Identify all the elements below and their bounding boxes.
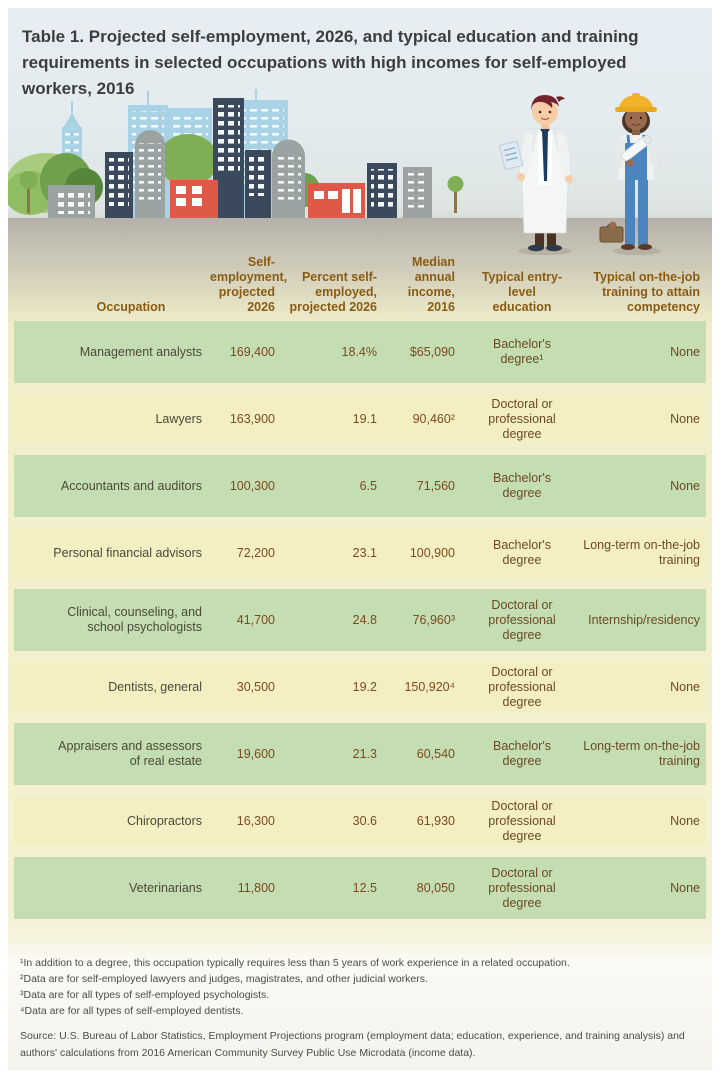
cell-self-employment: 163,900 (229, 411, 275, 426)
table-row: Management analysts 169,400 18.4% $65,09… (14, 321, 706, 383)
cell-percent: 23.1 (352, 545, 377, 560)
cell-occupation: Veterinarians (129, 880, 202, 895)
cell-self-employment: 72,200 (236, 545, 275, 560)
cell-income: 76,960³ (412, 612, 455, 627)
cell-self-employment: 41,700 (236, 612, 275, 627)
cell-education: Bachelor's degree (493, 471, 551, 500)
cell-occupation: Clinical, counseling, and school psychol… (67, 605, 202, 634)
cell-training: None (670, 478, 700, 493)
cell-income: 150,920⁴ (404, 679, 455, 694)
cell-education: Doctoral or professional degree (488, 798, 556, 843)
cell-percent: 24.8 (352, 612, 377, 627)
cell-income: 80,050 (416, 880, 455, 895)
table-header-row: Occupation Self-employment, projected 20… (14, 252, 706, 317)
cell-training: Long-term on-the-job training (583, 538, 700, 567)
cell-occupation: Chiropractors (126, 813, 202, 828)
cell-training: None (670, 344, 700, 359)
cell-education: Doctoral or professional degree (488, 664, 556, 709)
cell-occupation: Dentists, general (108, 679, 202, 694)
table-row: Chiropractors 16,300 30.6 61,930 Doctora… (14, 796, 706, 846)
cell-training: Internship/residency (588, 612, 700, 627)
cell-income: 90,460² (412, 411, 455, 426)
cell-training: None (670, 813, 700, 828)
column-header-training: Typical on-the-job training to attain co… (593, 270, 700, 314)
cell-income: $65,090 (409, 344, 455, 359)
column-header-median-income: Median annual income, 2016 (407, 255, 455, 314)
cell-income: 100,900 (409, 545, 455, 560)
cell-education: Doctoral or professional degree (488, 396, 556, 441)
cell-income: 71,560 (416, 478, 455, 493)
footnote: ¹In addition to a degree, this occupatio… (20, 957, 570, 969)
cell-education: Bachelor's degree¹ (493, 337, 551, 366)
cell-education: Doctoral or professional degree (488, 865, 556, 910)
source-note: Source: U.S. Bureau of Labor Statistics,… (20, 1030, 685, 1059)
column-header-occupation: Occupation (96, 300, 166, 314)
cell-self-employment: 11,800 (237, 880, 275, 895)
cell-education: Bachelor's degree (493, 538, 551, 567)
table-row: Clinical, counseling, and school psychol… (14, 589, 706, 651)
page-title: Table 1. Projected self-employment, 2026… (22, 27, 639, 98)
cell-occupation: Accountants and auditors (60, 478, 202, 493)
cell-self-employment: 169,400 (229, 344, 275, 359)
header-illustration (8, 89, 712, 260)
city-skyline-illustration (8, 89, 712, 260)
cell-training: None (670, 411, 700, 426)
doctor-illustration (499, 95, 573, 255)
cell-income: 60,540 (416, 746, 455, 761)
cell-income: 61,930 (416, 813, 455, 828)
cell-education: Bachelor's degree (493, 739, 551, 768)
cell-percent: 30.6 (352, 813, 377, 828)
table: Management analysts 169,400 18.4% $65,09… (14, 321, 706, 930)
table-row: Dentists, general 30,500 19.2 150,920⁴ D… (14, 662, 706, 712)
cell-training: Long-term on-the-job training (583, 739, 700, 768)
cell-percent: 19.1 (352, 411, 377, 426)
cell-percent: 19.2 (352, 679, 377, 694)
cell-self-employment: 16,300 (236, 813, 275, 828)
cell-percent: 21.3 (352, 746, 377, 761)
footnote: ⁴Data are for all types of self-employed… (20, 1005, 244, 1017)
cell-percent: 12.5 (352, 880, 377, 895)
cell-occupation: Appraisers and assessors of real estate (58, 739, 202, 768)
cell-occupation: Management analysts (79, 344, 202, 359)
construction-worker-illustration (599, 93, 661, 255)
cell-education: Doctoral or professional degree (488, 597, 556, 642)
table-row: Accountants and auditors 100,300 6.5 71,… (14, 455, 706, 517)
cell-training: None (670, 679, 700, 694)
cell-self-employment: 30,500 (236, 679, 275, 694)
footnote: ²Data are for self-employed lawyers and … (20, 973, 428, 985)
column-header-education: Typical entry-level education (481, 270, 563, 314)
column-header-self-employment: Self-employment, projected 2026 (210, 255, 288, 314)
column-header-percent-self-employed: Percent self-employed, projected 2026 (289, 270, 377, 314)
cell-percent: 18.4% (341, 344, 377, 359)
cell-occupation: Lawyers (155, 411, 202, 426)
table-row: Veterinarians 11,800 12.5 80,050 Doctora… (14, 857, 706, 919)
cell-self-employment: 19,600 (236, 746, 275, 761)
table-row: Personal financial advisors 72,200 23.1 … (14, 528, 706, 578)
footnotes: ¹In addition to a degree, this occupatio… (20, 955, 700, 1019)
cell-percent: 6.5 (359, 478, 377, 493)
cell-occupation: Personal financial advisors (53, 545, 202, 560)
cell-self-employment: 100,300 (229, 478, 275, 493)
cell-training: None (670, 880, 700, 895)
infographic-canvas: Table 1. Projected self-employment, 2026… (8, 8, 712, 1070)
table-row: Appraisers and assessors of real estate … (14, 723, 706, 785)
footnote: ³Data are for all types of self-employed… (20, 989, 270, 1001)
table-row: Lawyers 163,900 19.1 90,460² Doctoral or… (14, 394, 706, 444)
